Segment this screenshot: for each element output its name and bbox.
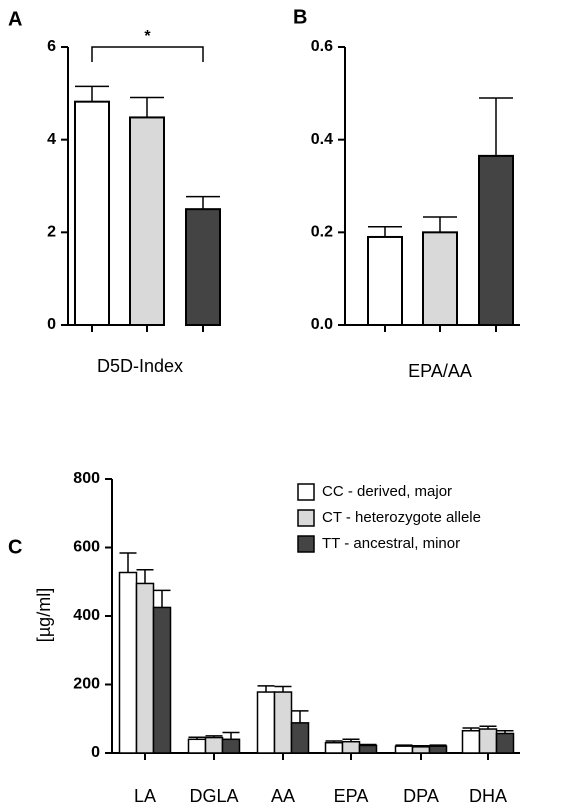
- significance-marker: *: [144, 28, 151, 45]
- x-tick-label: AA: [271, 786, 295, 806]
- bar: [478, 728, 498, 754]
- bar: [411, 746, 431, 754]
- y-tick-label: 2: [47, 224, 56, 241]
- bar: [273, 691, 293, 754]
- x-axis-label: EPA/AA: [408, 361, 472, 381]
- bar: [135, 582, 155, 754]
- y-tick-label: 4: [47, 131, 56, 148]
- y-tick-label: 0.6: [311, 38, 333, 55]
- legend-swatch: [297, 483, 315, 501]
- bar: [256, 691, 276, 754]
- bar: [152, 606, 172, 754]
- legend-label: CC - derived, major: [322, 483, 452, 500]
- panel-label: B: [293, 6, 307, 28]
- y-tick-label: 200: [73, 676, 100, 693]
- bar: [422, 231, 458, 326]
- bar: [74, 100, 110, 326]
- y-tick-label: 800: [73, 470, 100, 487]
- legend-swatch: [297, 535, 315, 553]
- panel-label: C: [8, 536, 22, 558]
- x-tick-label: EPA: [334, 786, 369, 806]
- y-tick-label: 0: [91, 744, 100, 761]
- x-tick-label: DPA: [403, 786, 439, 806]
- y-axis-label: [µg/ml]: [34, 588, 54, 642]
- bar: [478, 154, 514, 326]
- bar: [324, 741, 344, 754]
- significance-bracket: [91, 46, 204, 62]
- bar: [428, 745, 448, 754]
- bar: [341, 740, 361, 754]
- x-tick-label: DGLA: [189, 786, 238, 806]
- bar: [118, 571, 138, 754]
- x-tick-label: LA: [134, 786, 156, 806]
- x-tick-label: DHA: [469, 786, 507, 806]
- bar: [290, 722, 310, 754]
- x-axis-label: D5D-Index: [97, 356, 183, 376]
- bar: [461, 729, 481, 754]
- bar: [129, 116, 165, 326]
- bar: [187, 738, 207, 754]
- y-tick-label: 400: [73, 607, 100, 624]
- panel-label: A: [8, 8, 22, 30]
- y-tick-label: 0.2: [311, 224, 333, 241]
- y-tick-label: 0.0: [311, 316, 333, 333]
- y-tick-label: 6: [47, 38, 56, 55]
- bar: [204, 736, 224, 754]
- bar: [358, 744, 378, 754]
- bar: [367, 235, 403, 326]
- legend-label: CT - heterozygote allele: [322, 509, 481, 526]
- y-tick-label: 600: [73, 539, 100, 556]
- bar: [495, 732, 515, 754]
- y-tick-label: 0: [47, 316, 56, 333]
- y-tick-label: 0.4: [311, 131, 333, 148]
- legend-swatch: [297, 509, 315, 527]
- bar: [394, 745, 414, 754]
- bar: [185, 208, 221, 327]
- bar: [221, 738, 241, 754]
- legend-label: TT - ancestral, minor: [322, 535, 460, 552]
